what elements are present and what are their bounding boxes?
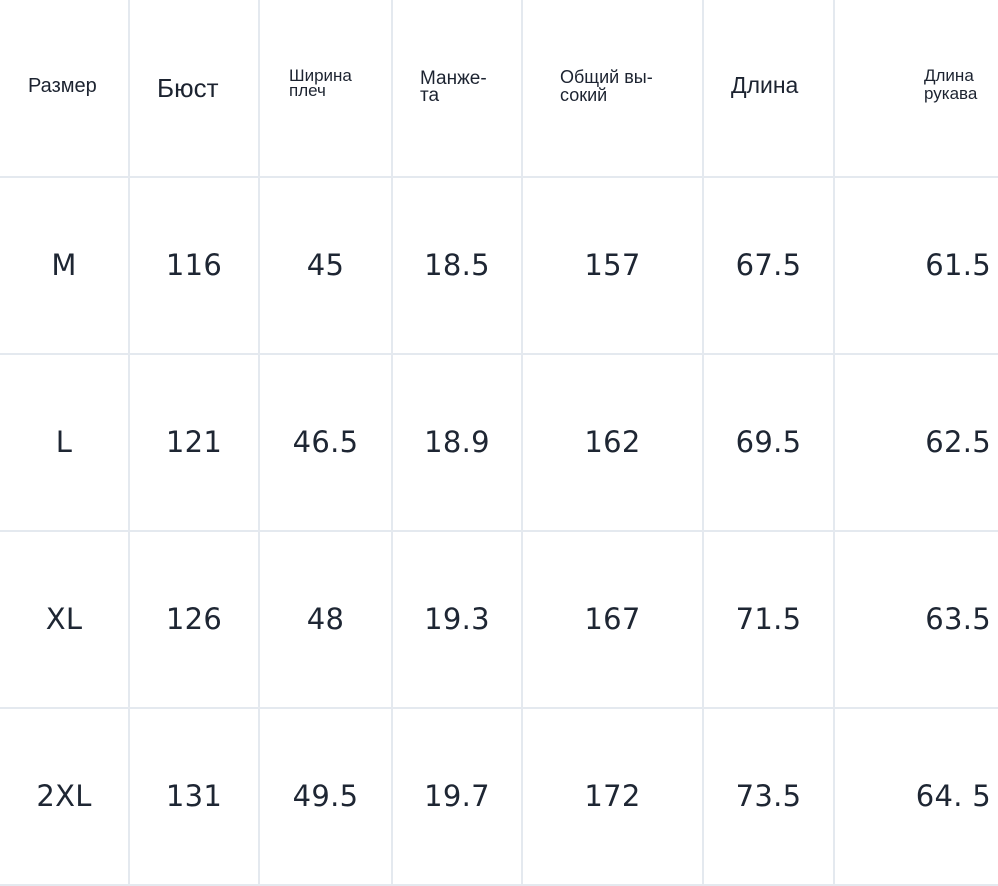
cell-total-height: 162 [584,425,641,459]
row-divider [0,884,998,886]
row-divider [0,707,998,709]
cell-length: 73.5 [735,779,802,813]
cell-cuff: 19.3 [424,602,490,636]
row-divider [0,530,998,532]
header-size: Размер [28,75,97,97]
header-cuff: Манже- та [420,68,487,106]
cell-bust: 126 [165,602,223,636]
cell-length: 71.5 [735,602,802,636]
column-divider [391,0,393,886]
cell-cuff: 18.5 [424,248,490,282]
header-sleeve-length: Длина рукава [924,66,978,103]
column-divider [833,0,835,886]
cell-shoulder-width: 46.5 [292,425,359,459]
header-total-height: Общий вы- сокий [560,67,653,105]
column-divider [128,0,130,886]
column-divider [521,0,523,886]
cell-total-height: 157 [584,248,641,282]
cell-size: 2XL [36,779,92,813]
cell-bust: 116 [165,248,223,282]
cell-length: 69.5 [735,425,802,459]
cell-size: M [51,248,77,282]
cell-sleeve-length: 64. 5 [915,779,991,813]
column-divider [702,0,704,886]
cell-sleeve-length: 62.5 [925,425,991,459]
cell-sleeve-length: 61.5 [925,248,991,282]
row-divider [0,353,998,355]
cell-length: 67.5 [735,248,802,282]
cell-cuff: 19.7 [424,779,490,813]
cell-total-height: 167 [584,602,641,636]
row-divider [0,176,998,178]
header-length: Длина [731,72,799,98]
cell-shoulder-width: 45 [306,248,345,282]
cell-total-height: 172 [584,779,641,813]
cell-size: L [55,425,73,459]
cell-shoulder-width: 48 [306,602,345,636]
cell-sleeve-length: 63.5 [925,602,991,636]
cell-bust: 131 [165,779,223,813]
cell-size: XL [45,602,83,636]
header-shoulder-width: Ширина плеч [289,66,352,100]
column-divider [258,0,260,886]
cell-cuff: 18.9 [424,425,490,459]
cell-bust: 121 [165,425,223,459]
cell-shoulder-width: 49.5 [292,779,359,813]
header-bust: Бюст [157,73,219,103]
